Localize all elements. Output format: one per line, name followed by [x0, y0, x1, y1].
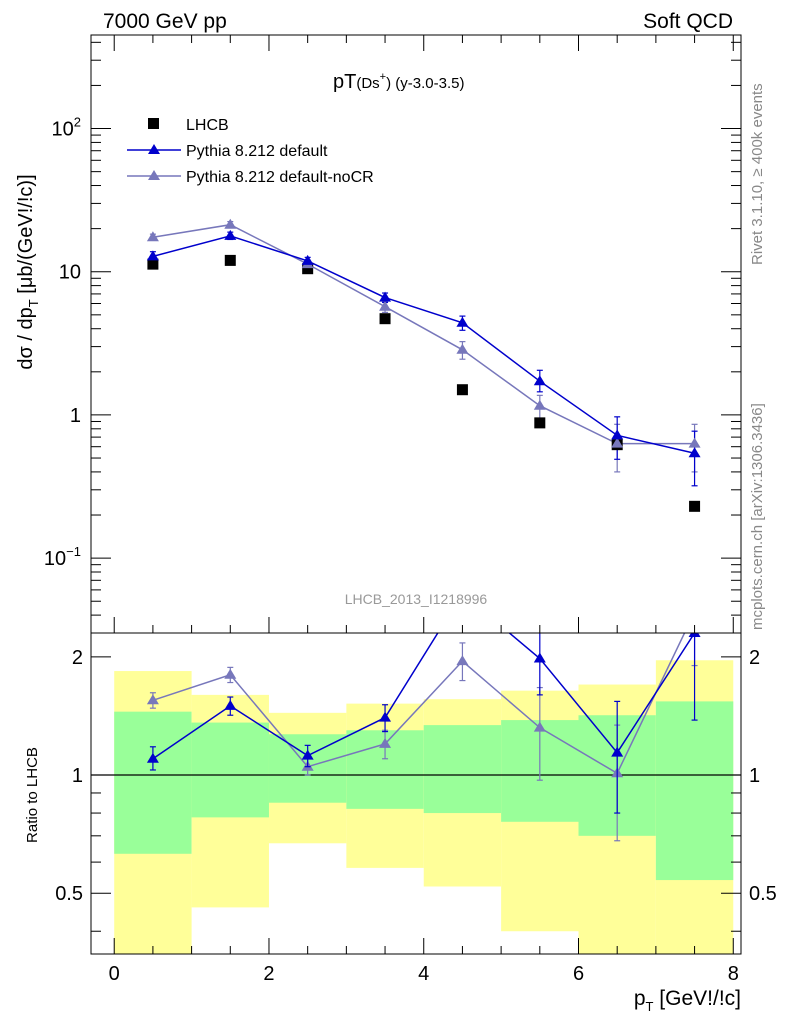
lhcb-data-point: [456, 384, 468, 396]
legend-label-default: Pythia 8.212 default: [186, 143, 328, 160]
main-point: [301, 254, 314, 265]
ratio-point: [688, 633, 701, 637]
green-band-bin: [114, 711, 192, 854]
ratio-y-axis-label: Ratio to LHCB: [24, 747, 41, 843]
ratio-point: [689, 606, 701, 616]
ratio-series-line: [152, 633, 696, 760]
main-point: [146, 250, 159, 261]
main-point: [379, 300, 392, 311]
tick-exponent: 2: [74, 115, 81, 130]
tick-base: 10: [52, 119, 74, 141]
y-axis-label-unit: [μb/(GeV!/!c)]: [15, 174, 37, 293]
ratio-y-tick-label-right: 1: [749, 765, 760, 787]
green-band-bin: [423, 725, 502, 814]
main-y-tick-label: 102: [52, 115, 81, 141]
x-axis-label-sub: T: [646, 999, 654, 1014]
main-point: [146, 231, 159, 242]
plot-title-close: ): [386, 75, 391, 92]
ratio-y-tick-label-right: 0.5: [749, 883, 777, 905]
main-point: [379, 291, 392, 302]
lhcb-data-point: [302, 263, 314, 275]
ratio-uncertainty-bands: [91, 660, 741, 954]
ratio-point: [224, 699, 237, 710]
x-axis-label-main: p: [634, 987, 646, 1010]
x-tick-label: 4: [418, 963, 429, 985]
lhcb-data-point: [534, 417, 546, 429]
main-point: [533, 375, 546, 386]
x-tick-label: 8: [728, 963, 739, 985]
lhcb-data-point: [689, 500, 701, 512]
ratio-point: [301, 749, 314, 760]
x-tick-label: 6: [573, 963, 584, 985]
ratio-point: [456, 655, 469, 666]
x-axis-label: pT [GeV!/!c]: [634, 987, 741, 1014]
analysis-watermark: LHCB_2013_I1218996: [345, 591, 488, 607]
main-y-tick-label: 10−1: [44, 544, 81, 570]
main-point: [688, 437, 701, 448]
ratio-point: [533, 721, 546, 732]
lhcb-data-point: [379, 313, 391, 325]
x-axis-label-unit: [GeV!/!c]: [659, 987, 741, 1010]
ratio-point: [146, 694, 159, 705]
y-axis-label-main: dσ / dp: [15, 307, 37, 369]
main-series-line: [152, 223, 695, 445]
legend-label-lhcb: LHCB: [186, 117, 229, 134]
main-point: [688, 447, 701, 458]
ratio-y-tick-label: 1: [72, 765, 83, 787]
ratio-point: [611, 746, 624, 757]
main-point: [611, 429, 624, 440]
main-y-axis-label: dσ / dpT [μb/(GeV!/!c)]: [15, 174, 41, 369]
main-point: [456, 316, 469, 327]
legend-marker-nocr: [148, 170, 160, 180]
green-band-bin: [191, 722, 269, 818]
plot-title-main: pT: [333, 71, 356, 93]
legend: LHCB Pythia 8.212 default Pythia 8.212 d…: [127, 117, 374, 186]
ratio-plot-frame: [90, 632, 742, 955]
main-y-tick-label: 1: [70, 405, 81, 427]
header-category-label: Soft QCD: [643, 10, 733, 33]
main-point: [456, 343, 469, 354]
plot-title-range: (y-3.0-3.5): [395, 75, 464, 92]
ratio-y-tick-label: 2: [72, 647, 83, 669]
main-series-line: [152, 235, 695, 454]
ratio-series-group: [146, 606, 701, 842]
y-axis-label-sub: T: [26, 299, 41, 307]
tick-exponent: −1: [66, 544, 81, 559]
header-energy-label: 7000 GeV pp: [103, 10, 227, 33]
ratio-point: [224, 668, 237, 679]
x-tick-label: 0: [109, 963, 120, 985]
legend-marker-default: [148, 144, 160, 154]
legend-label-nocr: Pythia 8.212 default-noCR: [186, 169, 374, 186]
ratio-y-tick-label-right: 2: [749, 647, 760, 669]
plot-title-particle: (Ds: [356, 75, 379, 92]
main-point: [224, 218, 237, 229]
tick-base: 10: [44, 548, 66, 570]
ratio-series-line: [152, 633, 686, 775]
main-y-tick-label: 10: [59, 262, 81, 284]
main-point: [533, 399, 546, 410]
ratio-y-tick-label: 0.5: [55, 883, 83, 905]
rivet-version-label: Rivet 3.1.10, ≥ 400k events: [749, 83, 766, 265]
ratio-point: [146, 752, 159, 763]
legend-marker-lhcb: [148, 118, 159, 129]
plot-title: pT(Ds+) (y-3.0-3.5): [333, 71, 464, 93]
main-point: [611, 437, 624, 448]
green-band-bin: [655, 701, 734, 881]
ratio-point: [379, 737, 392, 748]
lhcb-data-point: [224, 254, 236, 266]
mcplots-source-label: mcplots.cern.ch [arXiv:1306.3436]: [749, 403, 766, 630]
plot-title-charge: +: [380, 71, 386, 83]
main-point: [224, 229, 237, 240]
lhcb-data-point: [147, 258, 159, 270]
ratio-point: [533, 652, 546, 663]
main-series-group: [146, 218, 701, 512]
x-tick-label: 2: [263, 963, 274, 985]
ratio-point: [379, 711, 392, 722]
